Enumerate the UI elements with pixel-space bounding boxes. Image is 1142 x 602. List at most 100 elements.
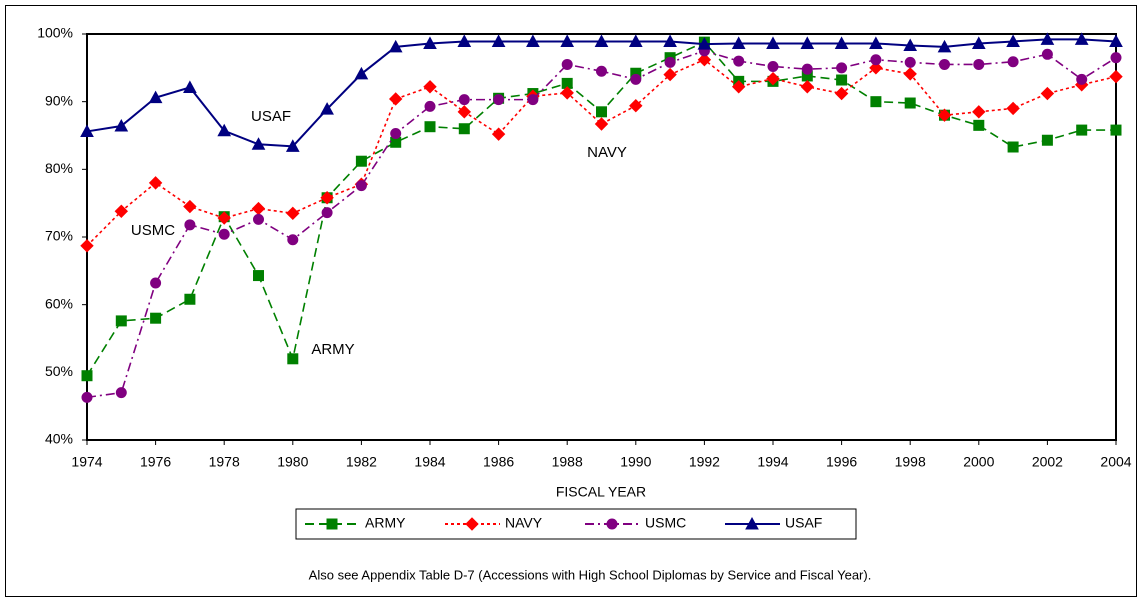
data-point	[937, 108, 952, 122]
data-point	[320, 102, 334, 115]
data-point	[355, 155, 367, 167]
data-point	[594, 117, 609, 131]
data-point	[251, 137, 266, 150]
data-point	[973, 58, 985, 70]
data-point	[869, 36, 883, 49]
data-point	[1076, 124, 1088, 136]
data-point	[800, 80, 815, 94]
annotation: USMC	[131, 222, 175, 239]
data-point	[114, 118, 129, 132]
x-tick-label: 1984	[414, 454, 445, 470]
data-point	[286, 206, 300, 221]
data-point	[457, 34, 472, 47]
data-point	[491, 127, 506, 141]
data-point	[836, 62, 848, 74]
x-tick-label: 1980	[277, 454, 308, 470]
data-point	[253, 213, 264, 225]
data-point	[903, 38, 918, 52]
data-point	[148, 176, 163, 190]
data-point	[870, 54, 882, 66]
data-point	[354, 66, 369, 80]
data-point	[184, 293, 196, 305]
x-tick-label: 1982	[346, 454, 377, 470]
data-point	[253, 270, 264, 282]
legend-marker	[326, 518, 338, 530]
legend-marker	[465, 517, 479, 531]
x-tick-label: 1976	[140, 454, 171, 470]
data-point	[81, 391, 93, 403]
data-point	[560, 34, 575, 47]
data-point	[596, 65, 607, 77]
legend-label: USAF	[785, 515, 822, 531]
data-point	[766, 71, 780, 86]
y-tick-label: 80%	[45, 160, 73, 176]
data-point	[870, 96, 882, 108]
data-point	[1041, 134, 1053, 146]
data-point	[423, 36, 437, 49]
legend-marker	[606, 518, 618, 530]
data-point	[184, 219, 196, 231]
x-tick-label: 1988	[552, 454, 583, 470]
data-point	[115, 387, 127, 399]
x-tick-label: 2002	[1032, 454, 1063, 470]
data-point	[491, 34, 506, 47]
data-point	[560, 86, 574, 100]
data-point	[1109, 34, 1123, 47]
data-point	[561, 58, 573, 70]
y-tick-label: 40%	[45, 431, 73, 447]
data-point	[217, 211, 231, 225]
data-point	[115, 315, 127, 327]
data-point	[594, 34, 609, 47]
data-point	[939, 58, 950, 70]
data-point	[1041, 48, 1053, 60]
data-point	[1040, 86, 1055, 101]
x-tick-label: 1992	[689, 454, 720, 470]
annotation: NAVY	[587, 144, 627, 161]
y-tick-label: 90%	[45, 92, 73, 108]
data-point	[218, 228, 230, 240]
data-point	[1076, 73, 1088, 85]
footnote: Also see Appendix Table D-7 (Accessions …	[309, 567, 872, 582]
annotation: ARMY	[311, 341, 354, 358]
data-point	[321, 207, 333, 219]
x-tick-label: 1978	[209, 454, 240, 470]
data-point	[629, 99, 643, 113]
data-point	[904, 97, 916, 109]
data-point	[81, 370, 93, 382]
data-point	[217, 123, 232, 137]
data-point	[766, 36, 780, 49]
data-point	[731, 80, 746, 94]
x-tick-label: 1996	[826, 454, 857, 470]
y-tick-label: 60%	[45, 295, 73, 311]
y-tick-label: 100%	[37, 25, 73, 41]
data-point	[458, 94, 470, 106]
data-point	[388, 92, 403, 106]
data-point	[355, 180, 367, 192]
data-point	[1006, 34, 1020, 47]
data-point	[733, 55, 745, 67]
data-point	[148, 90, 163, 104]
legend-label: NAVY	[505, 515, 543, 531]
data-point	[183, 199, 197, 214]
y-tick-label: 70%	[45, 228, 73, 244]
data-point	[285, 139, 300, 152]
legend-label: USMC	[645, 515, 686, 531]
data-point	[664, 56, 676, 68]
data-point	[836, 74, 848, 86]
data-point	[457, 105, 472, 119]
data-point	[630, 73, 642, 85]
data-point	[697, 53, 712, 67]
x-tick-label: 1986	[483, 454, 514, 470]
y-tick-label: 50%	[45, 363, 73, 379]
data-point	[800, 36, 815, 49]
x-tick-label: 1994	[757, 454, 788, 470]
data-point	[937, 39, 952, 53]
x-axis-label: FISCAL YEAR	[556, 484, 646, 500]
annotation: USAF	[251, 108, 291, 125]
data-point	[834, 36, 849, 49]
data-point	[150, 277, 162, 289]
data-point	[663, 67, 677, 82]
x-tick-label: 1990	[620, 454, 651, 470]
legend-marker	[745, 516, 759, 530]
